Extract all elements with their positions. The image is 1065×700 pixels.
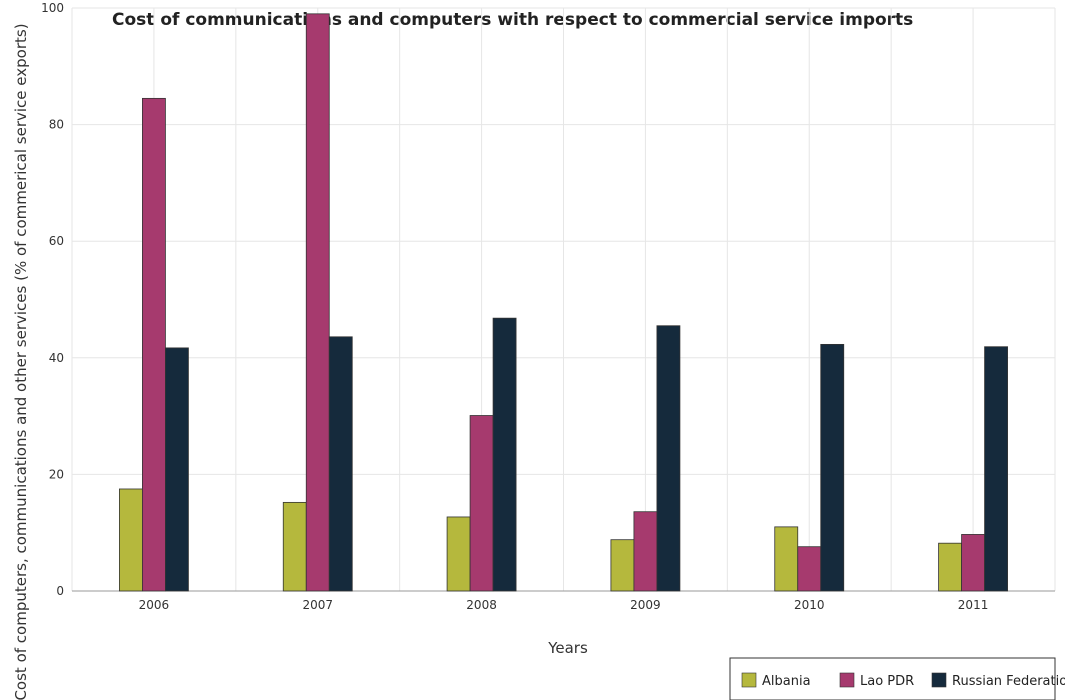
x-axis-label: Years — [547, 639, 588, 657]
bar-albania-2006 — [119, 488, 143, 592]
legend-label: Albania — [762, 674, 811, 689]
x-tick-label: 2009 — [630, 598, 661, 612]
x-tick-label: 2006 — [139, 598, 170, 612]
x-axis-ticks: 2006 2007 2008 2009 2010 2011 — [139, 598, 989, 612]
bars-layer — [119, 13, 1008, 592]
y-tick-label: 40 — [49, 351, 64, 365]
chart-title: Cost of communications and computers wit… — [112, 10, 913, 30]
bar-russian-federation-2010 — [820, 343, 845, 592]
bar-russian-federation-2007 — [328, 336, 353, 592]
x-tick-label: 2007 — [302, 598, 333, 612]
y-tick-label: 20 — [49, 467, 64, 481]
legend-swatch — [839, 672, 855, 688]
legend-swatch — [741, 672, 757, 688]
bar-lao-pdr-2008 — [469, 415, 494, 592]
bar-albania-2009 — [610, 539, 635, 592]
legend-label: Russian Federation — [952, 674, 1065, 689]
y-axis-label: Cost of computers, communications and ot… — [12, 23, 30, 700]
x-tick-label: 2011 — [958, 598, 989, 612]
bar-albania-2010 — [774, 526, 799, 592]
legend: Albania Lao PDR Russian Federation — [729, 657, 1065, 700]
y-tick-label: 100 — [41, 1, 64, 15]
x-tick-label: 2008 — [466, 598, 497, 612]
legend-label: Lao PDR — [860, 674, 914, 689]
bar-albania-2008 — [446, 516, 471, 592]
bar-lao-pdr-2006 — [142, 97, 166, 592]
bar-lao-pdr-2011 — [961, 534, 985, 592]
bar-russian-federation-2009 — [656, 325, 681, 592]
y-tick-label: 80 — [49, 118, 64, 132]
y-axis-ticks: 0 20 40 60 80 100 — [41, 1, 64, 598]
grid-lines — [71, 7, 1056, 592]
bar-russian-federation-2006 — [165, 347, 189, 592]
bar-albania-2011 — [938, 542, 962, 592]
legend-swatch — [931, 672, 947, 688]
bar-russian-federation-2011 — [984, 346, 1008, 592]
bar-lao-pdr-2007 — [305, 13, 330, 592]
y-tick-label: 60 — [49, 234, 64, 248]
bar-albania-2007 — [282, 501, 307, 592]
legend-box — [729, 657, 1056, 700]
y-tick-label: 0 — [56, 584, 64, 598]
x-tick-label: 2010 — [794, 598, 825, 612]
bar-lao-pdr-2010 — [797, 546, 822, 592]
bar-russian-federation-2008 — [492, 317, 517, 592]
bar-lao-pdr-2009 — [633, 511, 658, 592]
